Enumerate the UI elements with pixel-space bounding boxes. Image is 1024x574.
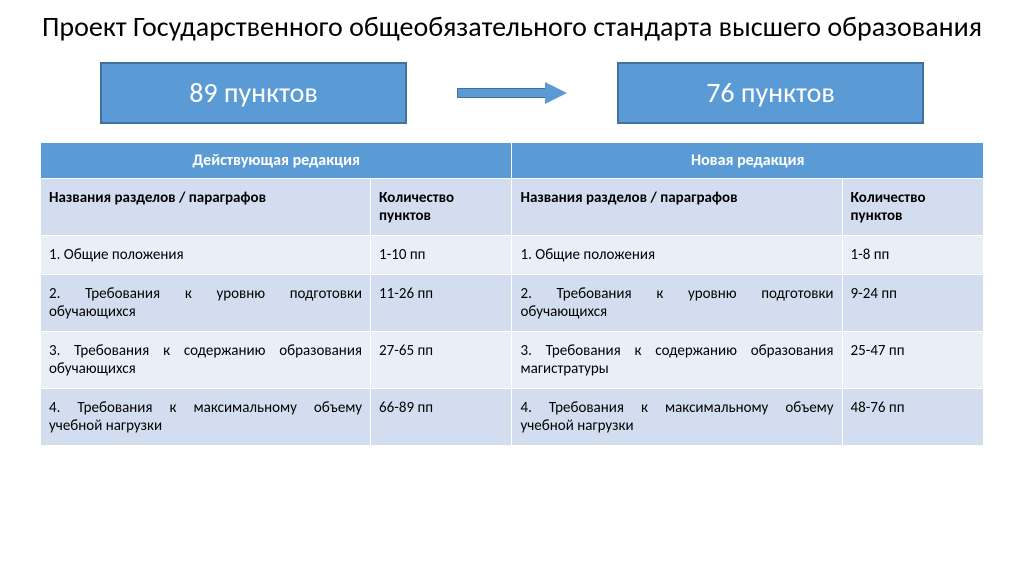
table-row: 4. Требования к максимальному объему уче… [41, 388, 984, 445]
cell: 4. Требования к максимальному объему уче… [512, 388, 842, 445]
cell: 4. Требования к максимальному объему уче… [41, 388, 371, 445]
cell: 2. Требования к уровню подготовки обучаю… [512, 274, 842, 331]
table-row: 1. Общие положения 1-10 пп 1. Общие поло… [41, 235, 984, 274]
page-title: Проект Государственного общеобязательног… [40, 10, 984, 44]
cell: 3. Требования к содержанию образования о… [41, 331, 371, 388]
old-count-box: 89 пунктов [100, 62, 407, 124]
cell: 66-89 пп [371, 388, 512, 445]
cell: 27-65 пп [371, 331, 512, 388]
col-header: Количество пунктов [371, 178, 512, 235]
new-count-box: 76 пунктов [617, 62, 924, 124]
cell: 2. Требования к уровню подготовки обучаю… [41, 274, 371, 331]
arrow-wrap [407, 82, 617, 104]
col-header: Названия разделов / параграфов [41, 178, 371, 235]
cell: 1-10 пп [371, 235, 512, 274]
cell: 1. Общие положения [512, 235, 842, 274]
cell: 25-47 пп [842, 331, 983, 388]
cell: 11-26 пп [371, 274, 512, 331]
table-row: 3. Требования к содержанию образования о… [41, 331, 984, 388]
col-header: Названия разделов / параграфов [512, 178, 842, 235]
cell: 3. Требования к содержанию образования м… [512, 331, 842, 388]
cell: 9-24 пп [842, 274, 983, 331]
slide-container: Проект Государственного общеобязательног… [0, 0, 1024, 456]
comparison-table: Действующая редакция Новая редакция Назв… [40, 142, 984, 446]
col-header: Количество пунктов [842, 178, 983, 235]
group-header-new: Новая редакция [512, 142, 984, 178]
cell: 48-76 пп [842, 388, 983, 445]
table-group-header-row: Действующая редакция Новая редакция [41, 142, 984, 178]
table-col-header-row: Названия разделов / параграфов Количеств… [41, 178, 984, 235]
cell: 1. Общие положения [41, 235, 371, 274]
group-header-old: Действующая редакция [41, 142, 512, 178]
cell: 1-8 пп [842, 235, 983, 274]
arrow-right-icon [457, 82, 567, 104]
summary-row: 89 пунктов 76 пунктов [40, 62, 984, 124]
table-row: 2. Требования к уровню подготовки обучаю… [41, 274, 984, 331]
